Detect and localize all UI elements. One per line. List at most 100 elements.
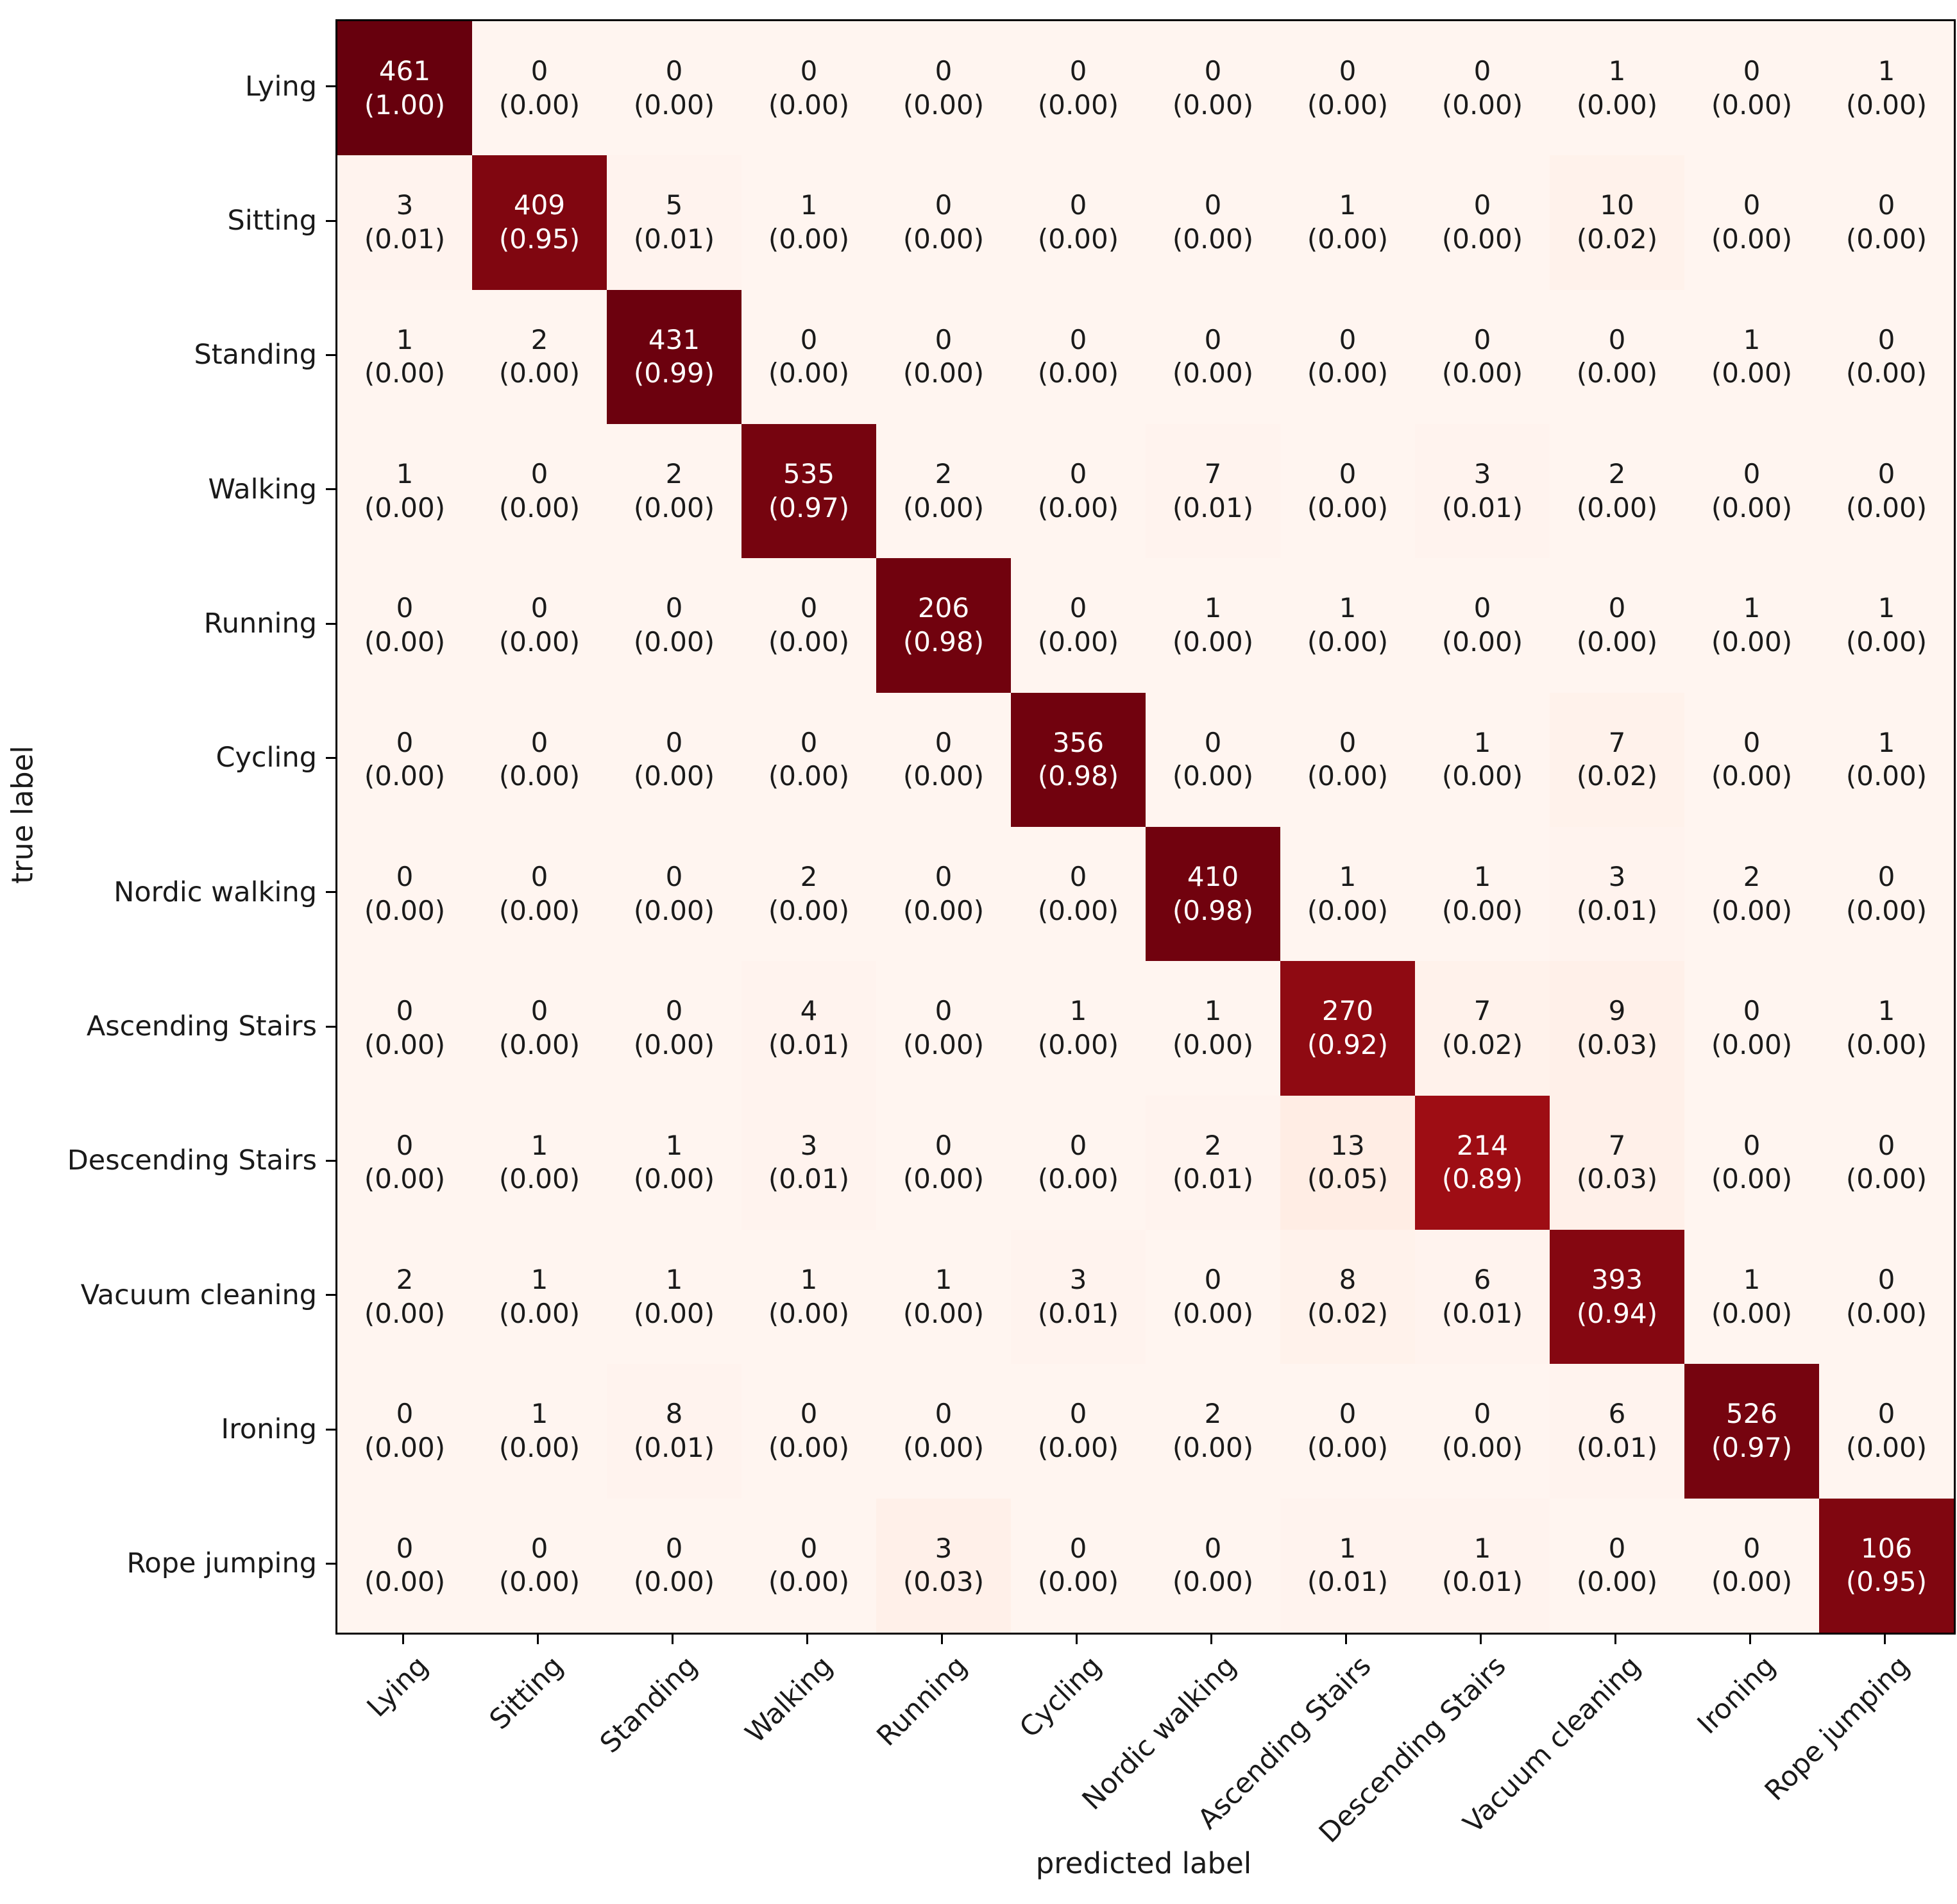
x-tick (1210, 1635, 1212, 1644)
cell-fraction: (0.05) (1307, 1163, 1389, 1195)
cell-fraction: (0.00) (1845, 89, 1927, 121)
cell-fraction: (0.00) (1307, 89, 1389, 121)
matrix-cell: 206 (0.98) (876, 558, 1011, 693)
cell-count: 2 (1204, 1129, 1222, 1161)
x-tick-label: Ironing (1691, 1650, 1782, 1741)
x-tick (671, 1635, 674, 1644)
matrix-cell: 0 (0.00) (1415, 21, 1550, 156)
cell-fraction: (0.00) (1711, 1163, 1793, 1195)
cell-fraction: (0.00) (498, 491, 580, 523)
cell-count: 0 (1069, 1129, 1087, 1161)
cell-count: 0 (1204, 1264, 1222, 1296)
cell-count: 0 (530, 458, 548, 490)
cell-count: 0 (1877, 1129, 1895, 1161)
cell-fraction: (0.97) (1711, 1431, 1793, 1463)
matrix-cell: 0 (0.00) (1011, 423, 1146, 559)
cell-fraction: (0.01) (633, 1431, 715, 1463)
matrix-cell: 270 (0.92) (1280, 961, 1415, 1096)
cell-fraction: (0.00) (1172, 625, 1254, 658)
cell-count: 0 (1473, 55, 1491, 87)
matrix-cell: 0 (0.00) (1011, 1095, 1146, 1230)
cell-count: 0 (1608, 323, 1626, 355)
cell-fraction: (0.00) (364, 625, 446, 658)
cell-fraction: (0.92) (1307, 1028, 1389, 1060)
cell-fraction: (0.01) (364, 223, 446, 255)
cell-count: 0 (1877, 861, 1895, 893)
matrix-cell: 0 (0.00) (1011, 826, 1146, 962)
cell-count: 0 (1743, 1532, 1761, 1564)
cell-count: 0 (665, 995, 683, 1027)
cell-fraction: (0.00) (768, 1431, 850, 1463)
matrix-cell: 0 (0.00) (1415, 155, 1550, 290)
cell-count: 1 (1743, 592, 1761, 624)
matrix-cell: 1 (0.00) (876, 1229, 1011, 1364)
matrix-cell: 0 (0.00) (1280, 423, 1415, 559)
matrix-cell: 0 (0.00) (741, 21, 876, 156)
cell-count: 0 (665, 726, 683, 758)
cell-count: 106 (1860, 1532, 1913, 1564)
x-tick (940, 1635, 943, 1644)
y-tick (326, 1428, 335, 1431)
cell-fraction: (0.99) (633, 357, 715, 389)
matrix-cell: 1 (0.01) (1415, 1498, 1550, 1633)
cell-count: 0 (396, 995, 414, 1027)
y-tick-label: Ironing (221, 1413, 317, 1445)
cell-fraction: (0.98) (1037, 760, 1119, 792)
cell-count: 0 (665, 55, 683, 87)
cell-fraction: (0.00) (498, 89, 580, 121)
cell-fraction: (0.02) (1441, 1028, 1523, 1060)
cell-count: 2 (935, 458, 953, 490)
matrix-cell: 8 (0.02) (1280, 1229, 1415, 1364)
cell-count: 3 (935, 1532, 953, 1564)
cell-count: 0 (665, 592, 683, 624)
cell-fraction: (0.00) (364, 1297, 446, 1329)
matrix-cell: 0 (0.00) (607, 21, 741, 156)
matrix-cell: 0 (0.00) (607, 826, 741, 962)
cell-fraction: (0.00) (1037, 1566, 1119, 1598)
cell-fraction: (0.00) (1037, 491, 1119, 523)
cell-fraction: (0.00) (1037, 625, 1119, 658)
cell-count: 0 (800, 323, 818, 355)
cell-count: 0 (1473, 189, 1491, 221)
matrix-cell: 0 (0.00) (1819, 423, 1954, 559)
x-tick-label: Running (870, 1650, 974, 1753)
cell-count: 1 (1339, 1532, 1357, 1564)
cell-count: 1 (396, 323, 414, 355)
matrix-cell: 0 (0.00) (472, 1498, 607, 1633)
matrix-cell: 2 (0.01) (1146, 1095, 1280, 1230)
matrix-cell: 1 (0.00) (1684, 558, 1819, 693)
matrix-cell: 0 (0.00) (1819, 826, 1954, 962)
cell-fraction: (0.00) (1711, 491, 1793, 523)
cell-count: 0 (1069, 1398, 1087, 1430)
cell-count: 1 (1743, 323, 1761, 355)
matrix-cell: 1 (0.00) (472, 1095, 607, 1230)
cell-count: 1 (1204, 592, 1222, 624)
cell-count: 0 (1743, 995, 1761, 1027)
matrix-cell: 410 (0.98) (1146, 826, 1280, 962)
cell-count: 1 (1877, 592, 1895, 624)
cell-count: 0 (1743, 1129, 1761, 1161)
y-tick-label: Nordic walking (114, 876, 317, 908)
cell-count: 0 (1204, 1532, 1222, 1564)
matrix-cell: 0 (0.00) (876, 155, 1011, 290)
cell-fraction: (0.00) (768, 357, 850, 389)
cell-count: 6 (1473, 1264, 1491, 1296)
cell-count: 393 (1591, 1264, 1643, 1296)
matrix-cell: 461 (1.00) (337, 21, 472, 156)
cell-count: 8 (665, 1398, 683, 1430)
y-tick-label: Cycling (216, 742, 317, 774)
y-tick-label: Running (203, 608, 317, 640)
cell-fraction: (0.95) (1845, 1566, 1927, 1598)
cell-fraction: (0.00) (1172, 1297, 1254, 1329)
matrix-cell: 0 (0.00) (1684, 1498, 1819, 1633)
cell-count: 0 (1473, 323, 1491, 355)
matrix-cell: 0 (0.00) (337, 558, 472, 693)
cell-count: 0 (1473, 592, 1491, 624)
matrix-cell: 2 (0.00) (472, 289, 607, 424)
matrix-cell: 431 (0.99) (607, 289, 741, 424)
matrix-cell: 0 (0.00) (876, 692, 1011, 827)
cell-count: 0 (1877, 1398, 1895, 1430)
cell-fraction: (0.00) (498, 625, 580, 658)
x-tick-label: Standing (594, 1650, 704, 1760)
cell-count: 0 (1069, 592, 1087, 624)
